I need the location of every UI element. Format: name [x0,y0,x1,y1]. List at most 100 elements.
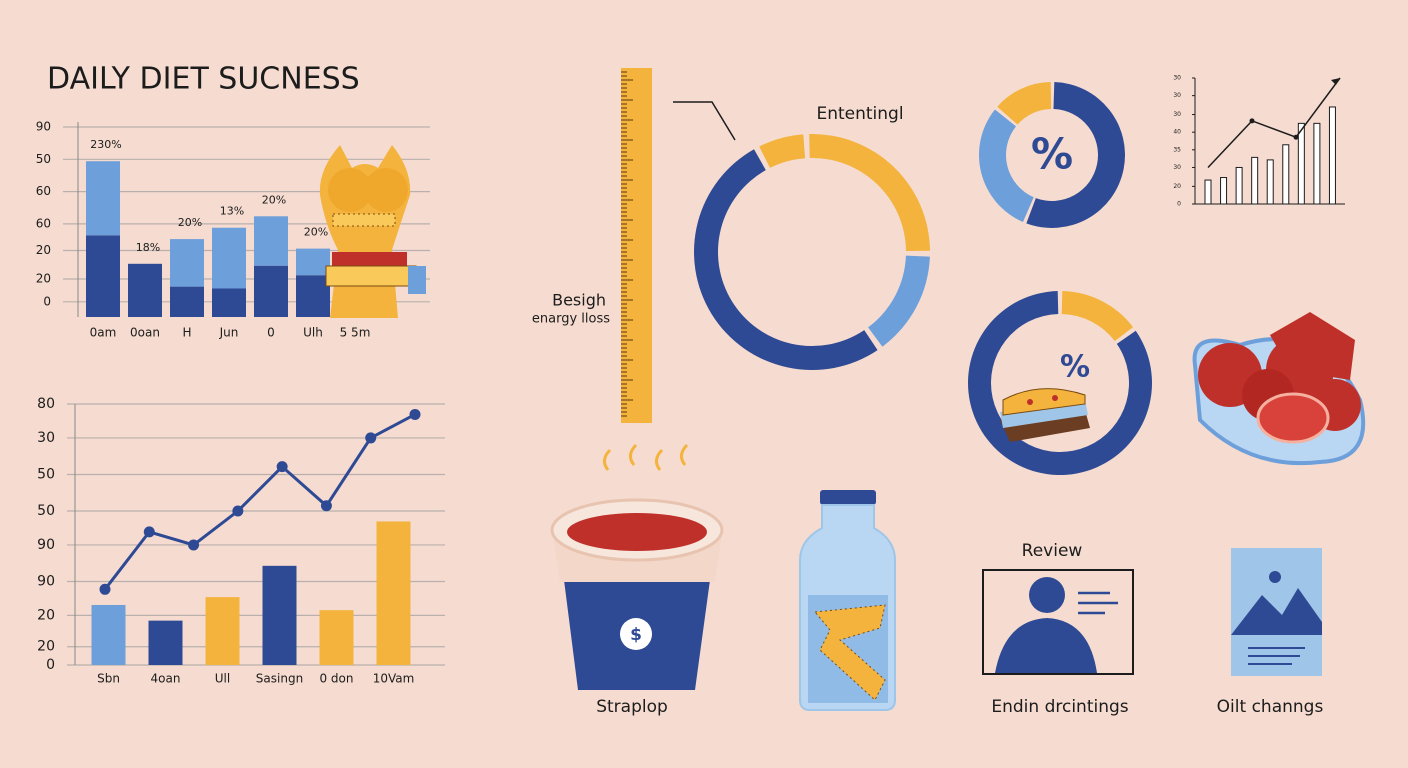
x-tick-label: Ulh [303,326,323,340]
y-tick-label: 0 [46,657,55,673]
y-tick-label: 30 [1173,111,1181,118]
donut-segment [1061,291,1134,342]
bar [1251,156,1259,205]
line-point [365,432,377,444]
bar-segment [212,227,246,289]
line-point [143,526,155,538]
line-point [188,539,200,551]
bar [148,620,183,665]
donut-segment [809,134,930,251]
bar-segment [170,286,204,317]
sandwich-icon [1000,388,1090,442]
y-tick-label: 30 [1173,164,1181,171]
y-tick-label: 20 [36,272,51,286]
y-tick-label: 20 [37,639,55,655]
image-icon [1231,548,1322,676]
bar [1328,106,1336,205]
bar-annotation: 230% [90,138,121,151]
donut-segment [693,149,878,371]
bar-segment [296,248,330,276]
line [103,413,416,591]
donut-segment [759,134,806,168]
y-tick-label: 0 [43,294,51,308]
y-tick-label: 50 [37,466,55,482]
x-tick-label: Sasingn [256,672,303,686]
bar-segment [170,239,204,287]
donut-center: % [1060,350,1090,385]
bar-annotation: 13% [220,205,244,218]
line-point [276,461,288,473]
ruler [621,68,736,423]
charts: DAILY DIET SUCNESS 90 50 60 60 20 20 0 0am 230% 0o… [36,62,1345,686]
x-tick-label: Jun [219,326,239,340]
bar [376,521,411,665]
bar [262,565,297,665]
bar-annotation: 20% [178,216,202,229]
food-plate [1192,312,1366,466]
donut-segment [868,255,930,347]
y-tick-label: 30 [37,430,55,446]
x-tick-label: 5 5m [340,326,371,340]
y-tick-label: 40 [1173,129,1181,136]
y-tick-label: 20 [36,243,51,257]
bar-annotation: 20% [304,226,328,239]
y-tick-label: 20 [1173,183,1181,190]
x-tick-label: H [182,326,191,340]
line-point [320,500,332,512]
bar-segment [254,265,288,317]
donut-annotation: enargy lloss [532,312,610,327]
bar-segment [86,161,120,236]
bowl-caption: Straplop [596,697,668,717]
x-tick-label: 4oan [151,672,181,686]
bar [1266,159,1274,205]
review-caption: Endin drcintings [991,697,1128,717]
x-tick-label: Sbn [97,672,120,686]
line-point [232,505,244,517]
x-tick-label: 0am [90,326,117,340]
bar [1313,122,1321,205]
x-tick-label: 10Vam [373,672,415,686]
line-point [99,583,111,595]
soup-cup: $ [550,443,724,690]
x-tick-label: 0 [267,326,275,340]
bar-annotation: 18% [136,241,160,254]
y-tick-label: 35 [1173,146,1181,153]
donut-segment [979,109,1034,222]
bar [1235,166,1243,205]
donut-annotation: Besigh [552,291,606,310]
arrow-head [1331,78,1340,85]
review-title: Review [1022,541,1083,561]
y-tick-label: 90 [37,573,55,589]
chart-title: DAILY DIET SUCNESS [47,62,360,97]
bar [1297,122,1305,205]
image-caption: Oilt channgs [1217,697,1324,717]
bar [205,597,240,665]
bar [319,610,354,665]
y-tick-label: 90 [37,537,55,553]
y-tick-label: 0 [1177,201,1181,208]
bar [91,604,126,665]
review-card [982,569,1134,675]
x-tick-label: Ull [215,672,230,686]
bar-segment [296,275,330,317]
y-tick-label: 30 [1173,75,1181,82]
y-tick-label: 30 [1173,92,1181,99]
body-figure [319,145,426,318]
bar [1282,144,1290,205]
bar-annotation: 20% [262,193,286,206]
axis [1194,78,1345,205]
x-tick-label: 0 don [319,672,353,686]
dollar-icon: $ [630,625,642,645]
donut-segment [1026,82,1126,229]
y-tick-label: 60 [36,216,51,230]
bar [1220,177,1228,205]
line-point [409,408,421,420]
bar-segment [128,263,162,317]
donut-segment [997,82,1052,125]
bar-segment [254,216,288,266]
y-tick-label: 50 [37,503,55,519]
y-tick-label: 50 [36,152,51,166]
line-point [1249,118,1255,124]
